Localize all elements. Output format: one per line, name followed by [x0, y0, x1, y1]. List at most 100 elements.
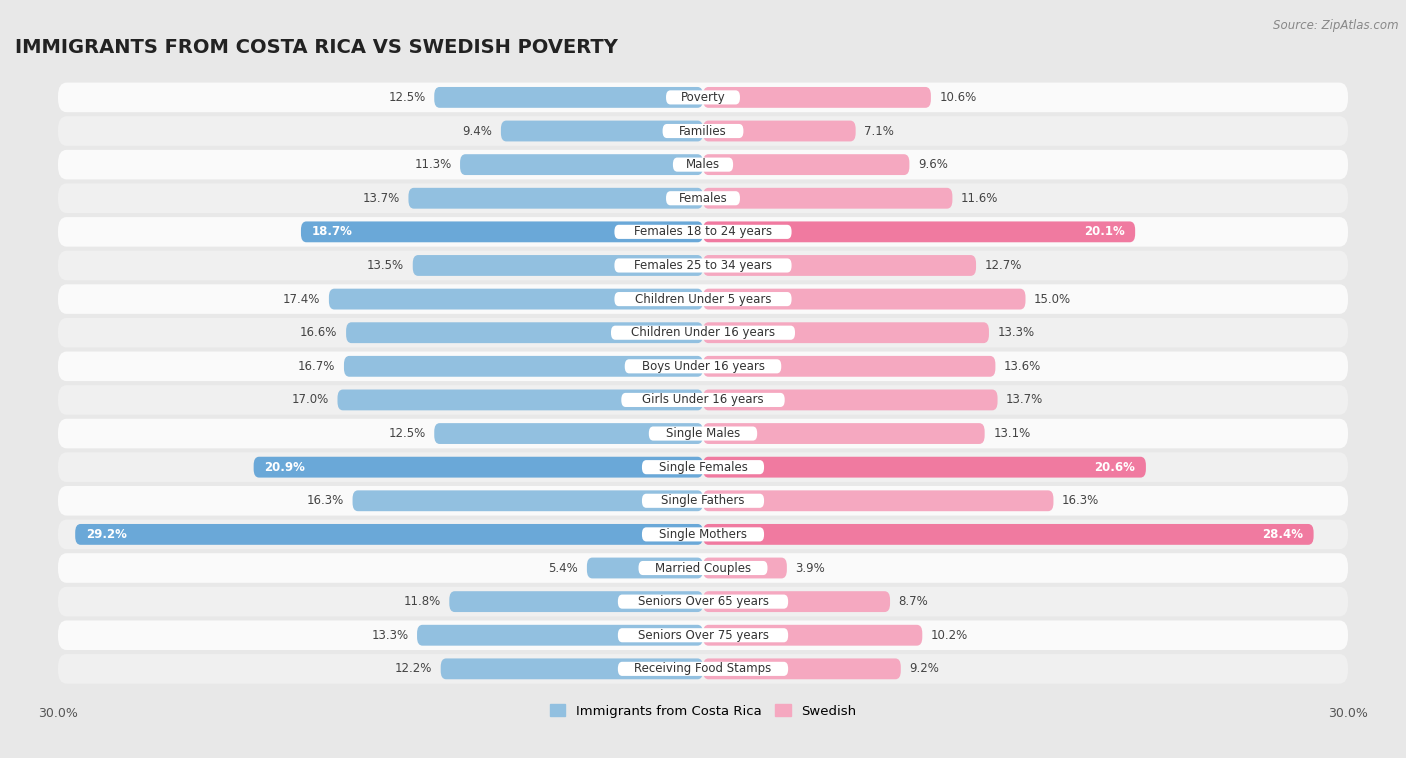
- FancyBboxPatch shape: [617, 628, 789, 642]
- Text: 20.6%: 20.6%: [1094, 461, 1135, 474]
- Text: Boys Under 16 years: Boys Under 16 years: [641, 360, 765, 373]
- FancyBboxPatch shape: [703, 659, 901, 679]
- Text: 16.7%: 16.7%: [298, 360, 336, 373]
- FancyBboxPatch shape: [638, 561, 768, 575]
- Text: Single Fathers: Single Fathers: [661, 494, 745, 507]
- FancyBboxPatch shape: [460, 154, 703, 175]
- FancyBboxPatch shape: [418, 625, 703, 646]
- FancyBboxPatch shape: [643, 493, 763, 508]
- Text: 16.3%: 16.3%: [307, 494, 344, 507]
- Text: Children Under 5 years: Children Under 5 years: [634, 293, 772, 305]
- FancyBboxPatch shape: [703, 625, 922, 646]
- FancyBboxPatch shape: [703, 87, 931, 108]
- FancyBboxPatch shape: [666, 90, 740, 105]
- Text: Children Under 16 years: Children Under 16 years: [631, 326, 775, 339]
- FancyBboxPatch shape: [301, 221, 703, 243]
- Text: Females: Females: [679, 192, 727, 205]
- FancyBboxPatch shape: [703, 457, 1146, 478]
- FancyBboxPatch shape: [703, 423, 984, 444]
- FancyBboxPatch shape: [329, 289, 703, 309]
- FancyBboxPatch shape: [58, 217, 1348, 246]
- FancyBboxPatch shape: [58, 587, 1348, 616]
- FancyBboxPatch shape: [673, 158, 733, 171]
- Text: 7.1%: 7.1%: [865, 124, 894, 137]
- Text: 12.2%: 12.2%: [395, 662, 432, 675]
- FancyBboxPatch shape: [58, 654, 1348, 684]
- Text: IMMIGRANTS FROM COSTA RICA VS SWEDISH POVERTY: IMMIGRANTS FROM COSTA RICA VS SWEDISH PO…: [15, 38, 617, 57]
- Text: Seniors Over 65 years: Seniors Over 65 years: [637, 595, 769, 608]
- FancyBboxPatch shape: [58, 385, 1348, 415]
- FancyBboxPatch shape: [346, 322, 703, 343]
- FancyBboxPatch shape: [703, 221, 1135, 243]
- FancyBboxPatch shape: [58, 150, 1348, 180]
- Text: 16.6%: 16.6%: [299, 326, 337, 339]
- Text: Males: Males: [686, 158, 720, 171]
- FancyBboxPatch shape: [621, 393, 785, 407]
- Text: 29.2%: 29.2%: [86, 528, 127, 541]
- Text: 9.2%: 9.2%: [910, 662, 939, 675]
- FancyBboxPatch shape: [434, 423, 703, 444]
- Text: 18.7%: 18.7%: [312, 225, 353, 238]
- FancyBboxPatch shape: [614, 258, 792, 273]
- FancyBboxPatch shape: [58, 116, 1348, 146]
- Text: Females 25 to 34 years: Females 25 to 34 years: [634, 259, 772, 272]
- Text: 13.5%: 13.5%: [367, 259, 404, 272]
- FancyBboxPatch shape: [614, 292, 792, 306]
- FancyBboxPatch shape: [648, 427, 758, 440]
- FancyBboxPatch shape: [337, 390, 703, 410]
- FancyBboxPatch shape: [703, 255, 976, 276]
- FancyBboxPatch shape: [450, 591, 703, 612]
- Text: Receiving Food Stamps: Receiving Food Stamps: [634, 662, 772, 675]
- FancyBboxPatch shape: [58, 418, 1348, 448]
- FancyBboxPatch shape: [703, 188, 952, 208]
- Text: Single Males: Single Males: [666, 427, 740, 440]
- FancyBboxPatch shape: [253, 457, 703, 478]
- FancyBboxPatch shape: [612, 326, 794, 340]
- FancyBboxPatch shape: [58, 486, 1348, 515]
- Legend: Immigrants from Costa Rica, Swedish: Immigrants from Costa Rica, Swedish: [546, 700, 860, 722]
- Text: 11.3%: 11.3%: [415, 158, 451, 171]
- FancyBboxPatch shape: [643, 460, 763, 475]
- Text: Families: Families: [679, 124, 727, 137]
- Text: Single Females: Single Females: [658, 461, 748, 474]
- FancyBboxPatch shape: [344, 356, 703, 377]
- FancyBboxPatch shape: [666, 191, 740, 205]
- Text: 15.0%: 15.0%: [1033, 293, 1071, 305]
- Text: 13.6%: 13.6%: [1004, 360, 1042, 373]
- Text: 10.2%: 10.2%: [931, 628, 969, 642]
- Text: 13.1%: 13.1%: [993, 427, 1031, 440]
- Text: 3.9%: 3.9%: [796, 562, 825, 575]
- FancyBboxPatch shape: [440, 659, 703, 679]
- FancyBboxPatch shape: [413, 255, 703, 276]
- Text: 13.7%: 13.7%: [363, 192, 399, 205]
- FancyBboxPatch shape: [353, 490, 703, 511]
- Text: Girls Under 16 years: Girls Under 16 years: [643, 393, 763, 406]
- Text: 20.1%: 20.1%: [1084, 225, 1125, 238]
- FancyBboxPatch shape: [58, 621, 1348, 650]
- FancyBboxPatch shape: [617, 662, 789, 676]
- FancyBboxPatch shape: [703, 524, 1313, 545]
- Text: 11.8%: 11.8%: [404, 595, 440, 608]
- Text: 28.4%: 28.4%: [1261, 528, 1303, 541]
- Text: 17.0%: 17.0%: [291, 393, 329, 406]
- Text: 10.6%: 10.6%: [939, 91, 977, 104]
- FancyBboxPatch shape: [501, 121, 703, 142]
- FancyBboxPatch shape: [58, 519, 1348, 550]
- Text: Single Mothers: Single Mothers: [659, 528, 747, 541]
- FancyBboxPatch shape: [614, 225, 792, 239]
- FancyBboxPatch shape: [703, 289, 1025, 309]
- Text: 12.5%: 12.5%: [388, 91, 426, 104]
- FancyBboxPatch shape: [703, 390, 997, 410]
- FancyBboxPatch shape: [58, 318, 1348, 347]
- FancyBboxPatch shape: [703, 322, 988, 343]
- FancyBboxPatch shape: [624, 359, 782, 374]
- Text: 13.7%: 13.7%: [1007, 393, 1043, 406]
- Text: Seniors Over 75 years: Seniors Over 75 years: [637, 628, 769, 642]
- Text: Source: ZipAtlas.com: Source: ZipAtlas.com: [1274, 19, 1399, 32]
- FancyBboxPatch shape: [58, 251, 1348, 280]
- Text: 13.3%: 13.3%: [997, 326, 1035, 339]
- Text: Married Couples: Married Couples: [655, 562, 751, 575]
- FancyBboxPatch shape: [703, 356, 995, 377]
- FancyBboxPatch shape: [58, 553, 1348, 583]
- FancyBboxPatch shape: [75, 524, 703, 545]
